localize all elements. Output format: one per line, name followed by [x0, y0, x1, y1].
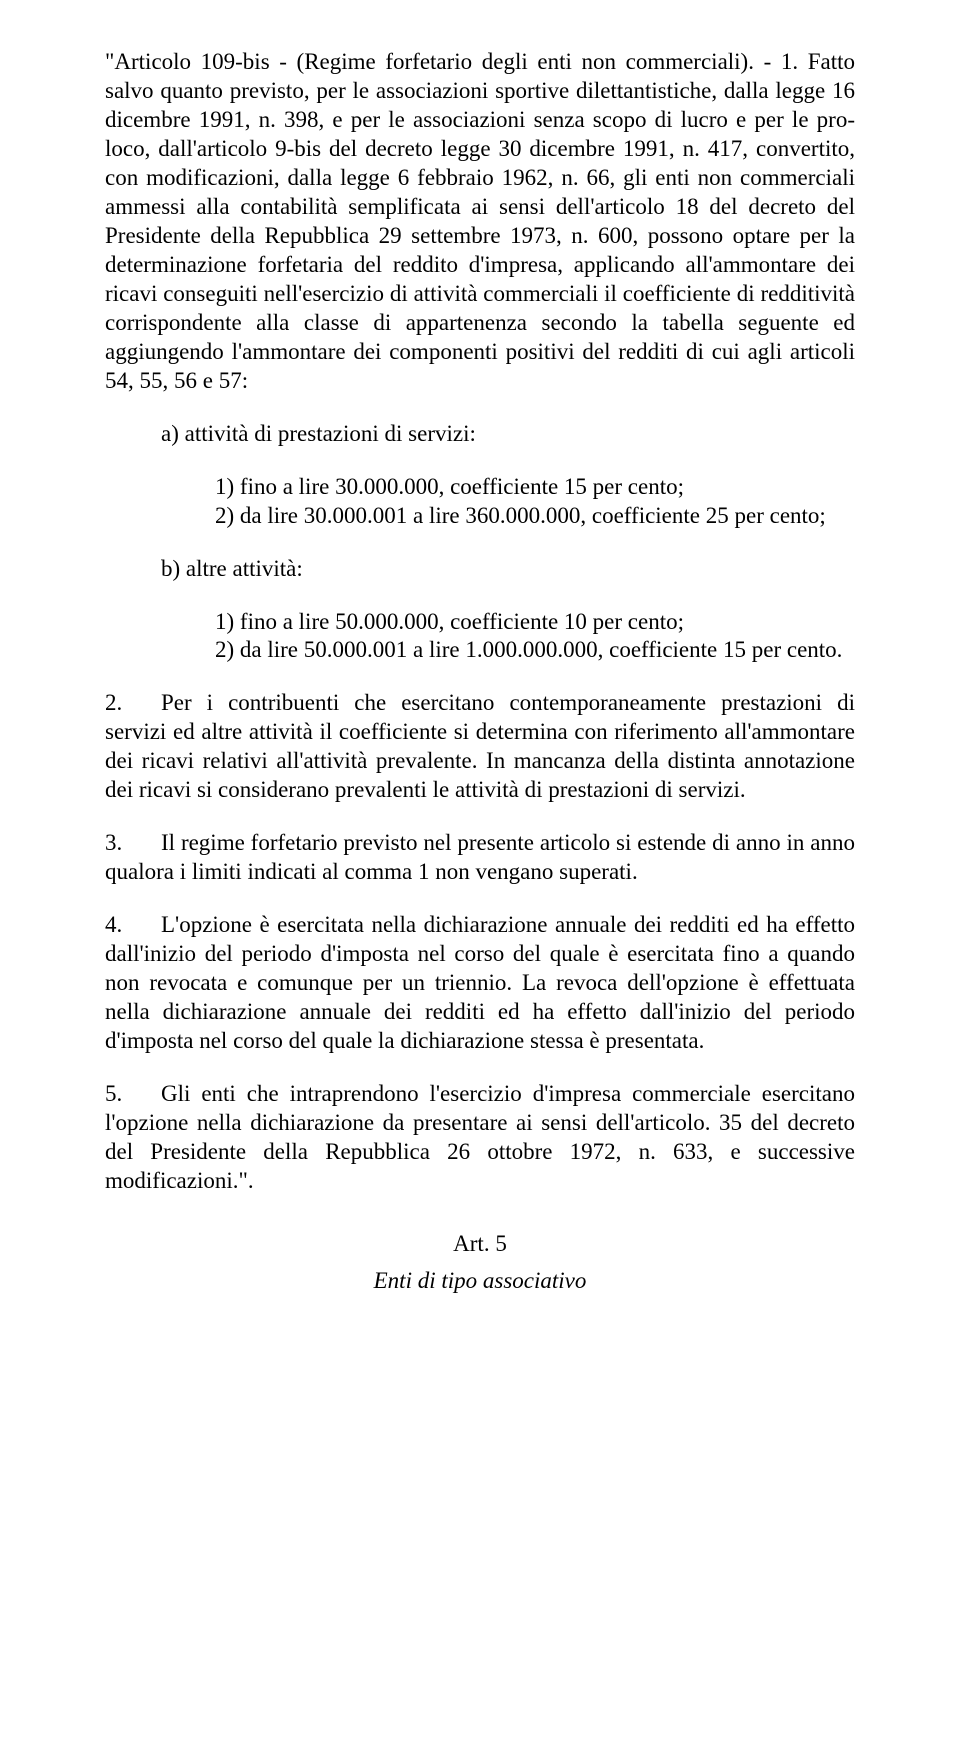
document-page: "Articolo 109-bis - (Regime forfetario d… — [0, 0, 960, 1756]
list-b-item-1: 1) fino a lire 50.000.000, coefficiente … — [215, 608, 855, 637]
list-b-items: 1) fino a lire 50.000.000, coefficiente … — [215, 608, 855, 666]
paragraph-2-text: Per i contribuenti che esercitano contem… — [105, 690, 855, 802]
paragraph-5: 5.Gli enti che intraprendono l'esercizio… — [105, 1080, 855, 1196]
paragraph-4: 4.L'opzione è esercitata nella dichiaraz… — [105, 911, 855, 1056]
list-b-item-2: 2) da lire 50.000.001 a lire 1.000.000.0… — [215, 636, 855, 665]
list-b-label: b) altre attività: — [161, 555, 855, 584]
list-a-label: a) attività di prestazioni di servizi: — [161, 420, 855, 449]
paragraph-4-number: 4. — [105, 911, 161, 940]
paragraph-5-number: 5. — [105, 1080, 161, 1109]
paragraph-4-text: L'opzione è esercitata nella dichiarazio… — [105, 912, 855, 1053]
paragraph-3-text: Il regime forfetario previsto nel presen… — [105, 830, 855, 884]
paragraph-2: 2.Per i contribuenti che esercitano cont… — [105, 689, 855, 805]
paragraph-5-text: Gli enti che intraprendono l'esercizio d… — [105, 1081, 855, 1193]
article-5-title: Enti di tipo associativo — [105, 1267, 855, 1296]
article-5-heading: Art. 5 — [105, 1230, 855, 1259]
paragraph-3-number: 3. — [105, 829, 161, 858]
list-a-item-2: 2) da lire 30.000.001 a lire 360.000.000… — [215, 502, 855, 531]
paragraph-intro: "Articolo 109-bis - (Regime forfetario d… — [105, 48, 855, 396]
list-a-item-1: 1) fino a lire 30.000.000, coefficiente … — [215, 473, 855, 502]
list-a-items: 1) fino a lire 30.000.000, coefficiente … — [215, 473, 855, 531]
paragraph-3: 3.Il regime forfetario previsto nel pres… — [105, 829, 855, 887]
paragraph-2-number: 2. — [105, 689, 161, 718]
